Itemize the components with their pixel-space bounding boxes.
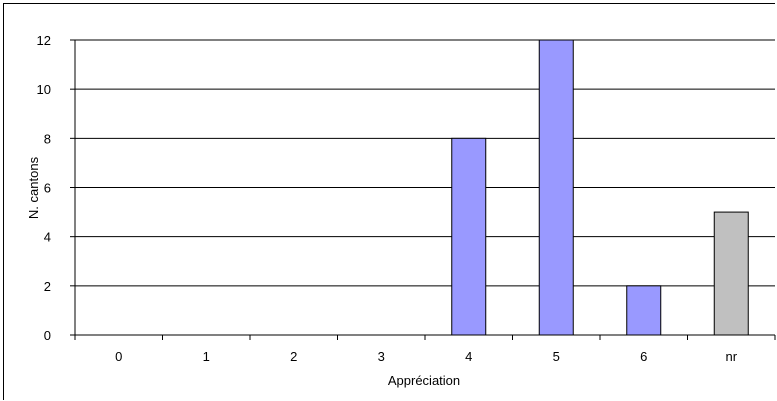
x-tick-label: 1 xyxy=(203,349,210,364)
bars xyxy=(451,39,749,336)
y-tick-label: 2 xyxy=(44,279,51,294)
y-tick-label: 12 xyxy=(37,33,51,48)
x-tick-label: 2 xyxy=(290,349,297,364)
y-tick-label: 8 xyxy=(44,131,51,146)
gridlines xyxy=(75,39,775,336)
y-tick-label: 0 xyxy=(44,328,51,343)
x-tick-label: 0 xyxy=(115,349,122,364)
x-tick-label: 5 xyxy=(553,349,560,364)
y-tick-label: 10 xyxy=(37,82,51,97)
y-axis-label: N. cantons xyxy=(26,156,41,219)
x-tick-label: 3 xyxy=(378,349,385,364)
x-tick-label: nr xyxy=(725,349,737,364)
y-tick-label: 4 xyxy=(44,230,51,245)
x-tick-label: 4 xyxy=(465,349,472,364)
x-axis: 0 1 2 3 4 5 6 nr xyxy=(74,334,776,364)
bar-4 xyxy=(451,137,487,336)
bar-5 xyxy=(538,39,574,336)
x-axis-label: Appréciation xyxy=(388,373,460,388)
y-tick-label: 6 xyxy=(44,181,51,196)
bar-nr xyxy=(713,211,749,336)
x-tick-label: 6 xyxy=(640,349,647,364)
bar-6 xyxy=(626,285,662,336)
chart-frame xyxy=(3,3,775,400)
y-axis: 0 2 4 6 8 10 12 xyxy=(37,33,76,343)
